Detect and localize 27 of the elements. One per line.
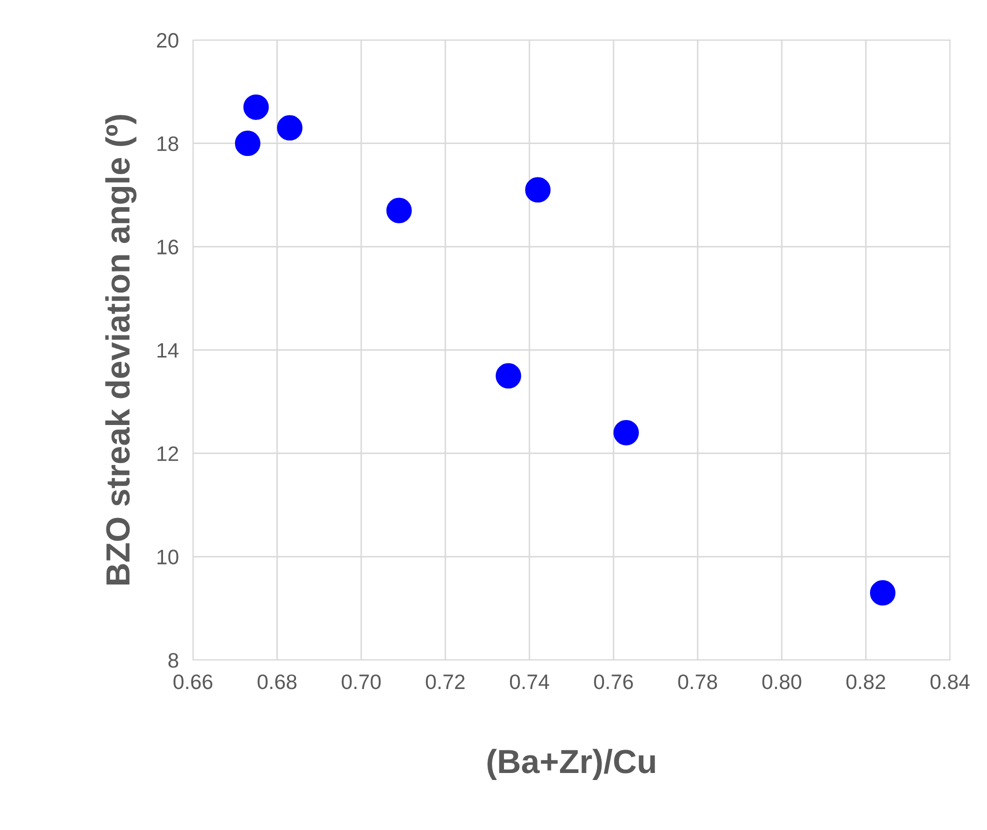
x-tick-label: 0.76 <box>594 674 633 690</box>
x-tick-label: 0.80 <box>762 674 802 690</box>
x-tick-label: 0.66 <box>174 674 212 690</box>
point <box>613 420 639 446</box>
x-axis-title: (Ba+Zr)/Cu <box>488 748 655 780</box>
point <box>496 363 522 389</box>
x-tick-label: 0.70 <box>342 674 381 690</box>
y-tick-label: 8 <box>168 653 178 668</box>
point <box>234 130 260 156</box>
x-tick-label: 0.72 <box>426 674 465 690</box>
y-tick-label: 20 <box>156 33 178 48</box>
point <box>525 177 551 203</box>
y-tick-label: 10 <box>158 550 178 564</box>
y-tick-label: 18 <box>158 136 178 152</box>
point <box>386 198 412 224</box>
y-tick-label: 12 <box>158 446 178 461</box>
x-tick-label: 0.74 <box>510 674 550 690</box>
point <box>243 94 269 120</box>
point <box>277 115 302 141</box>
y-tick-label: 16 <box>158 240 178 254</box>
x-tick-label: 0.82 <box>846 674 886 690</box>
y-tick-label: 14 <box>158 343 179 358</box>
x-tick-label: 0.68 <box>258 674 296 690</box>
y-axis-title: BZO streak deviation angle (º) <box>105 114 136 584</box>
point <box>870 580 896 606</box>
x-tick-label: 0.78 <box>678 674 718 690</box>
x-tick-label: 0.84 <box>930 674 970 690</box>
